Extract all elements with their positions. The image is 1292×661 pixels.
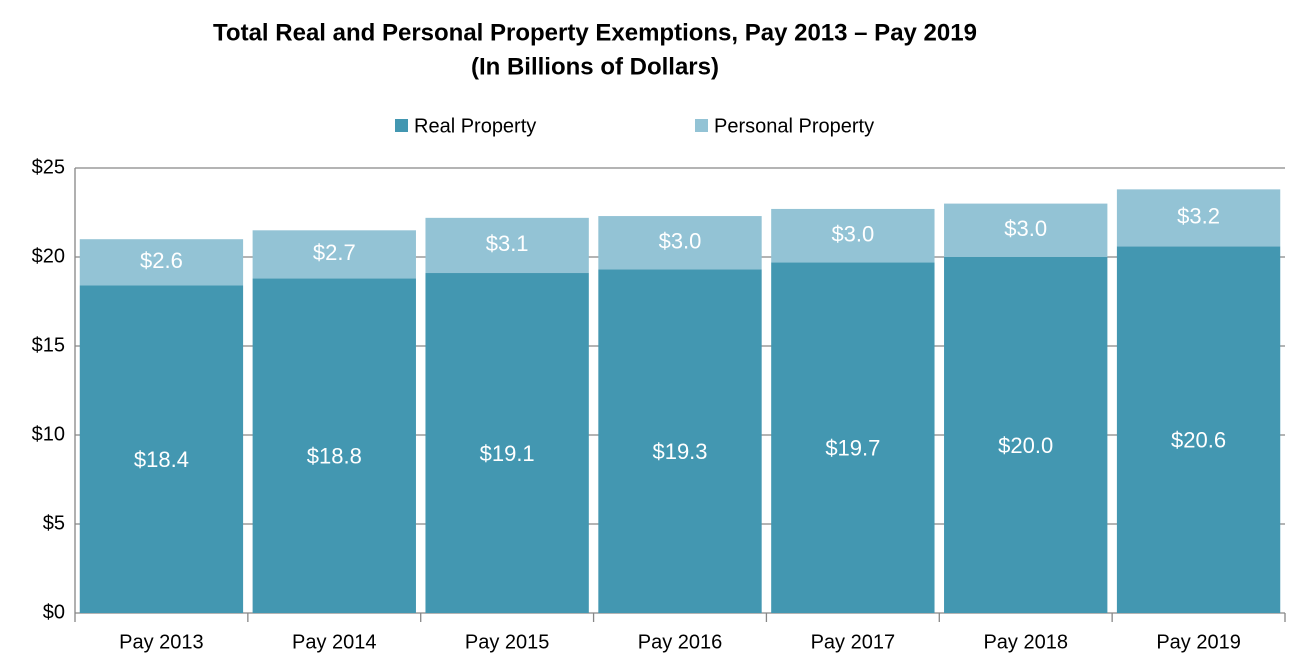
bar-segment <box>771 208 935 263</box>
data-label: $2.6 <box>140 248 183 273</box>
legend-label: Real Property <box>414 115 536 137</box>
bar-segment <box>944 203 1108 257</box>
data-label: $20.6 <box>1171 427 1226 452</box>
bar-segment <box>944 257 1108 613</box>
legend-label: Personal Property <box>714 115 874 137</box>
data-label: $19.3 <box>652 439 707 464</box>
data-label: $3.0 <box>1004 216 1047 241</box>
data-label: $19.7 <box>825 435 880 460</box>
bar-segment <box>1116 246 1281 613</box>
x-tick-label: Pay 2018 <box>983 631 1068 653</box>
bar-segment <box>425 273 589 613</box>
x-tick-label: Pay 2014 <box>292 631 377 653</box>
bar-segment <box>79 239 244 286</box>
data-label: $19.1 <box>480 441 535 466</box>
bar-segment <box>598 216 762 270</box>
legend-swatch <box>395 119 408 132</box>
data-label: $3.0 <box>659 229 702 254</box>
data-label: $2.7 <box>313 240 356 265</box>
y-tick-label: $10 <box>32 423 65 445</box>
bar-segment <box>598 269 762 613</box>
data-label: $18.8 <box>307 443 362 468</box>
bar-segment <box>252 278 416 613</box>
data-label: $18.4 <box>134 447 189 472</box>
x-tick-label: Pay 2019 <box>1156 631 1241 653</box>
chart-title: Total Real and Personal Property Exempti… <box>213 19 977 46</box>
x-tick-label: Pay 2013 <box>119 631 204 653</box>
y-tick-label: $25 <box>32 156 65 178</box>
data-label: $20.0 <box>998 433 1053 458</box>
bar-segment <box>79 285 244 613</box>
data-label: $3.0 <box>831 221 874 246</box>
legend-swatch <box>695 119 708 132</box>
bar-segment <box>771 262 935 613</box>
y-tick-label: $20 <box>32 245 65 267</box>
x-tick-label: Pay 2015 <box>465 631 550 653</box>
bar-segment <box>1116 189 1281 247</box>
y-tick-label: $0 <box>43 601 65 623</box>
chart-subtitle: (In Billions of Dollars) <box>471 53 719 80</box>
bar-segment <box>252 230 416 279</box>
data-label: $3.1 <box>486 231 529 256</box>
y-tick-label: $5 <box>43 512 65 534</box>
x-tick-label: Pay 2017 <box>811 631 896 653</box>
data-label: $3.2 <box>1177 204 1220 229</box>
x-tick-label: Pay 2016 <box>638 631 723 653</box>
y-tick-label: $15 <box>32 334 65 356</box>
bar-segment <box>425 217 589 274</box>
